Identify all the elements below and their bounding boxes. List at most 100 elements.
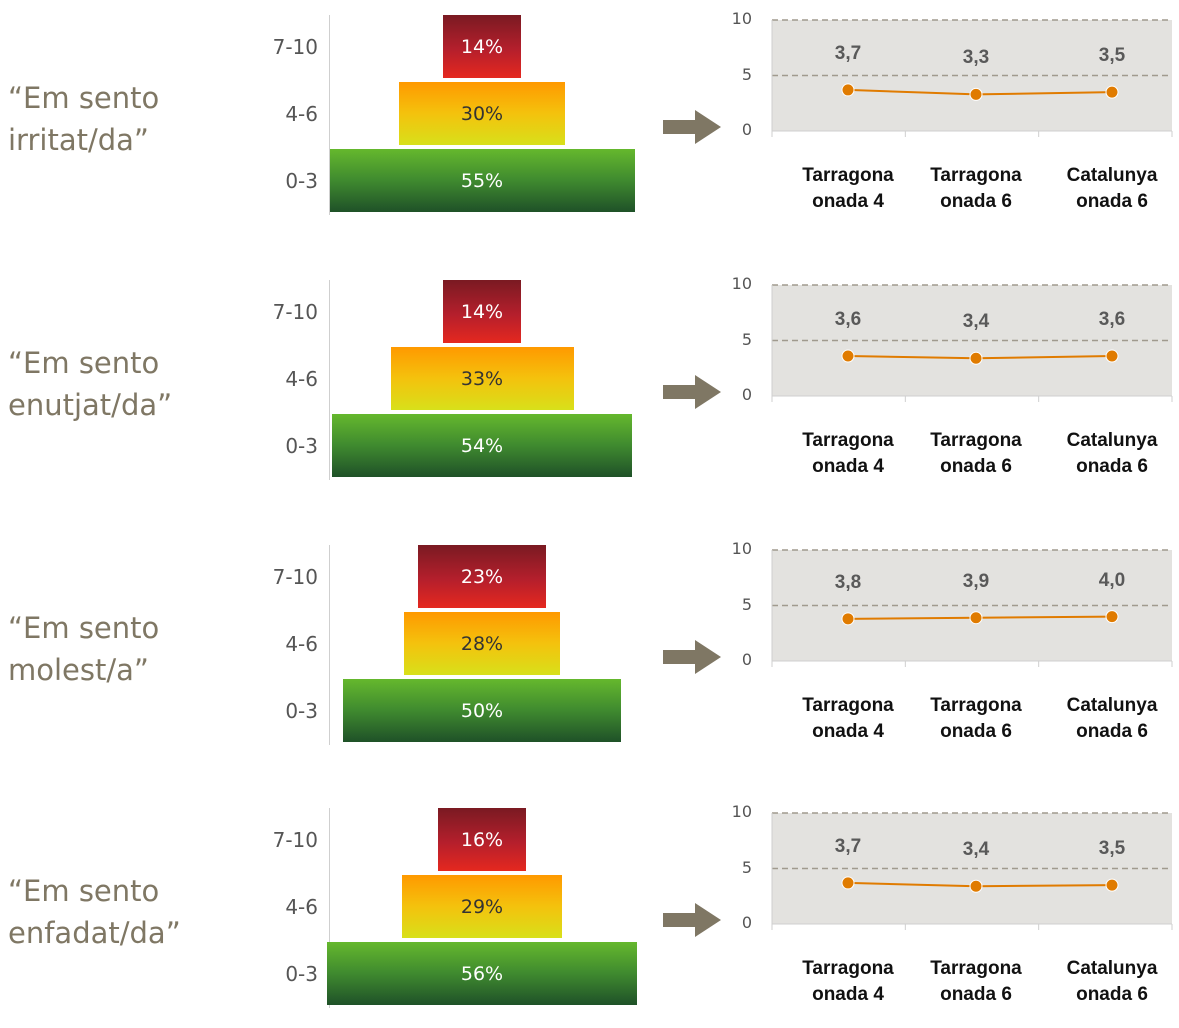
pyramid-bar: 28%	[404, 612, 560, 675]
pyramid-axis-line	[329, 280, 330, 480]
right-arrow-icon	[663, 640, 721, 674]
line-chart	[771, 549, 1173, 667]
x-category-label: Tarragona onada 6	[914, 428, 1038, 480]
data-label: 3,9	[962, 570, 990, 592]
arrow-shape	[663, 375, 721, 409]
data-point	[969, 351, 983, 365]
pyramid-category-label: 0-3	[285, 961, 318, 986]
y-tick-label: 10	[731, 802, 752, 821]
data-point	[969, 87, 983, 101]
x-category-label: Tarragona onada 6	[914, 163, 1038, 215]
x-category-label-line: Catalunya	[1066, 165, 1158, 186]
x-category-label: Tarragona onada 4	[786, 163, 910, 215]
x-category-label-line: Tarragona	[930, 165, 1022, 186]
pyramid-bar: 14%	[443, 280, 521, 343]
pyramid-axis-line	[329, 15, 330, 215]
x-category-label: Tarragona onada 4	[786, 693, 910, 745]
data-label: 3,4	[962, 311, 990, 333]
x-category-label-line: onada 6	[940, 191, 1012, 212]
x-category-label: Catalunya onada 6	[1050, 163, 1174, 215]
x-category-label-line: onada 6	[1076, 984, 1148, 1005]
y-tick-label: 0	[741, 385, 752, 404]
y-tick-label: 5	[741, 329, 752, 349]
x-category-label-line: Tarragona	[930, 695, 1022, 716]
x-category-label-line: Tarragona	[802, 695, 894, 716]
y-tick-label: 10	[731, 539, 752, 558]
x-category-label-line: Catalunya	[1066, 695, 1158, 716]
chart-row: “Em sento irritat/da” 7-10 14% 4-6 30% 0-3 55%…	[0, 10, 1179, 235]
data-label: 3,7	[834, 42, 862, 64]
x-category-label-line: onada 6	[1076, 456, 1148, 477]
x-category-label: Catalunya onada 6	[1050, 693, 1174, 745]
data-label: 3,3	[962, 47, 990, 69]
question-label: “Em sento enutjat/da”	[8, 346, 173, 422]
x-category-label-line: Catalunya	[1066, 430, 1158, 451]
arrow-shape	[663, 903, 721, 937]
x-category-label-line: onada 4	[812, 984, 884, 1005]
data-point	[841, 83, 855, 97]
right-arrow-icon	[663, 903, 721, 937]
x-category-label-line: Tarragona	[930, 430, 1022, 451]
data-label: 3,6	[1098, 309, 1126, 331]
pyramid-category-label: 7-10	[272, 827, 318, 852]
pyramid-bar: 56%	[326, 942, 638, 1005]
pyramid-category-label: 4-6	[285, 366, 318, 391]
data-point	[841, 349, 855, 363]
line-chart	[771, 19, 1173, 137]
y-tick-label: 10	[731, 9, 752, 28]
pyramid-bar: 29%	[401, 875, 563, 938]
pyramid-bar: 33%	[390, 347, 574, 410]
y-tick-label: 5	[741, 857, 752, 877]
y-tick-label: 10	[731, 274, 752, 293]
x-category-label-line: onada 4	[812, 721, 884, 742]
x-category-label-line: Tarragona	[802, 430, 894, 451]
data-label: 3,6	[834, 309, 862, 331]
y-tick-label: 0	[741, 650, 752, 669]
pyramid-axis-line	[329, 808, 330, 1008]
data-point	[841, 612, 855, 626]
y-tick-label: 5	[741, 594, 752, 614]
data-point	[841, 876, 855, 890]
line-chart	[771, 284, 1173, 402]
pyramid-bar: 54%	[332, 414, 632, 477]
x-category-label: Tarragona onada 4	[786, 956, 910, 1008]
line-chart	[771, 812, 1173, 930]
x-category-label-line: onada 6	[1076, 721, 1148, 742]
chart-row: “Em sento enfadat/da” 7-10 16% 4-6 29% 0-3 56%…	[0, 803, 1179, 1028]
data-point	[969, 611, 983, 625]
pyramid-bar: 30%	[398, 82, 566, 145]
x-category-label-line: onada 6	[940, 456, 1012, 477]
pyramid-bar: 14%	[443, 15, 521, 78]
data-point	[969, 879, 983, 893]
x-category-label-line: Catalunya	[1066, 958, 1158, 979]
data-label: 4,0	[1098, 569, 1126, 591]
pyramid-category-label: 4-6	[285, 894, 318, 919]
x-category-label: Tarragona onada 6	[914, 956, 1038, 1008]
x-category-label-line: onada 6	[940, 984, 1012, 1005]
pyramid-category-label: 0-3	[285, 698, 318, 723]
data-point	[1105, 85, 1119, 99]
pyramid-category-label: 4-6	[285, 631, 318, 656]
right-arrow-icon	[663, 375, 721, 409]
data-point	[1105, 610, 1119, 624]
x-category-label-line: Tarragona	[802, 958, 894, 979]
pyramid-bar: 23%	[418, 545, 546, 608]
x-category-label-line: onada 6	[940, 721, 1012, 742]
pyramid-category-label: 4-6	[285, 101, 318, 126]
x-category-label: Tarragona onada 4	[786, 428, 910, 480]
x-category-label: Catalunya onada 6	[1050, 956, 1174, 1008]
x-category-label: Catalunya onada 6	[1050, 428, 1174, 480]
question-label: “Em sento enfadat/da”	[8, 874, 181, 950]
question-label: “Em sento irritat/da”	[8, 81, 160, 157]
x-category-label-line: onada 4	[812, 456, 884, 477]
x-category-label-line: Tarragona	[930, 958, 1022, 979]
arrow-shape	[663, 640, 721, 674]
right-arrow-icon	[663, 110, 721, 144]
data-label: 3,5	[1098, 45, 1126, 67]
chart-row: “Em sento molest/a” 7-10 23% 4-6 28% 0-3 50% 10…	[0, 540, 1179, 765]
pyramid-category-label: 0-3	[285, 433, 318, 458]
question-label: “Em sento molest/a”	[8, 611, 160, 687]
x-category-label-line: onada 6	[1076, 191, 1148, 212]
pyramid-bar: 16%	[437, 808, 527, 871]
x-category-label-line: Tarragona	[802, 165, 894, 186]
